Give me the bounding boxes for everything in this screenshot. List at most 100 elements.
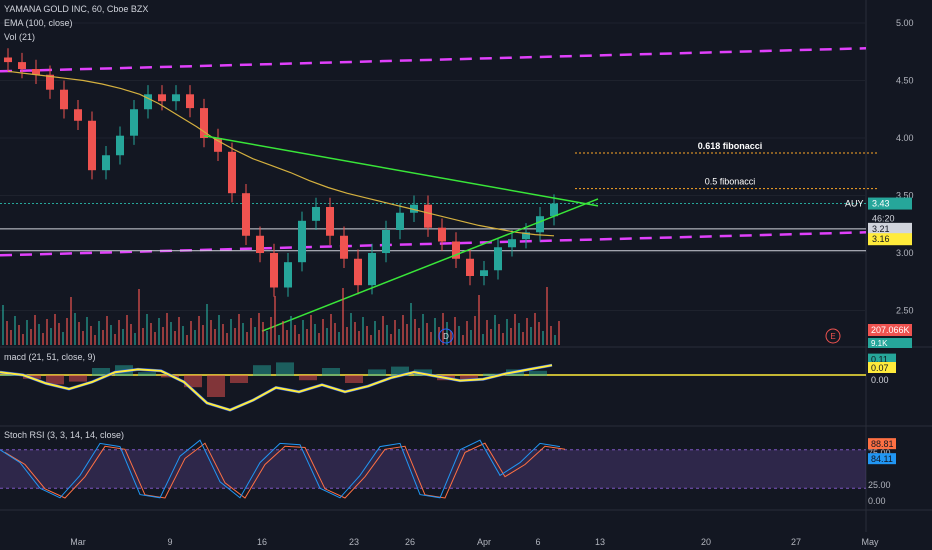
macd-histogram-bar: [299, 375, 317, 381]
volume-bar: [142, 328, 144, 345]
x-tick-label: 20: [701, 537, 711, 547]
price-tag-bg: [868, 233, 912, 246]
candle: [298, 220, 306, 263]
x-tick-label: 9: [167, 537, 172, 547]
x-tick-label: 16: [257, 537, 267, 547]
candle: [256, 235, 264, 253]
volume-bar: [178, 317, 180, 345]
volume-bar: [454, 317, 456, 345]
candle: [18, 62, 26, 69]
stoch-tick-label: 25.00: [868, 480, 891, 490]
candle: [74, 109, 82, 121]
symbol-title: YAMANA GOLD INC, 60, Cboe BZX: [4, 4, 149, 14]
y-tick-label: 5.00: [896, 18, 914, 28]
candle: [88, 120, 96, 171]
volume-bar: [258, 313, 260, 345]
stoch-band: [0, 449, 866, 489]
volume-bar: [102, 330, 104, 345]
volume-bar: [110, 325, 112, 345]
volume-bar: [18, 325, 20, 345]
macd-histogram-bar: [0, 375, 18, 376]
volume-bar: [206, 304, 208, 345]
legend-macd: macd (21, 51, close, 9): [4, 352, 102, 362]
volume-bar: [302, 320, 304, 345]
volume-bar: [150, 323, 152, 345]
candle: [60, 89, 68, 110]
x-tick-label: 6: [535, 537, 540, 547]
legend-vol: Vol (21): [4, 32, 41, 42]
event-marker: [438, 328, 454, 344]
volume-bar: [554, 335, 556, 345]
volume-bar: [246, 332, 248, 345]
volume-bar: [386, 325, 388, 345]
volume-bar: [34, 315, 36, 345]
volume-bar: [130, 324, 132, 345]
volume-bar: [186, 335, 188, 345]
volume-bar: [282, 321, 284, 345]
volume-bar: [126, 315, 128, 345]
volume-bar: [74, 313, 76, 345]
candle: [186, 94, 194, 109]
vol-title: Vol (21): [4, 32, 36, 42]
stoch-tag: 84.11: [871, 454, 893, 464]
x-tick-label: May: [861, 537, 879, 547]
macd-tick-label: 0.11: [871, 355, 888, 365]
volume-bar: [162, 327, 164, 345]
price-tag-bg: [868, 212, 912, 225]
candle: [494, 247, 502, 271]
y-tick-label: 4.50: [896, 76, 914, 86]
macd-tag-bg: [868, 362, 896, 373]
volume-bar: [250, 318, 252, 345]
candle: [46, 74, 54, 90]
volume-bar: [218, 315, 220, 345]
candle: [368, 253, 376, 286]
y-tick-label: 2.50: [896, 306, 914, 316]
volume-bar: [122, 329, 124, 345]
volume-bar: [22, 334, 24, 345]
volume-bar: [486, 320, 488, 345]
volume-bar: [290, 316, 292, 345]
macd-tag-bg: [868, 374, 896, 385]
event-marker-label: E: [830, 332, 835, 341]
macd-histogram-bar: [483, 373, 501, 376]
volume-bar: [362, 317, 364, 345]
volume-bar: [118, 320, 120, 345]
volume-bar: [30, 329, 32, 345]
candle: [144, 94, 152, 110]
candle: [200, 108, 208, 138]
candle: [536, 216, 544, 233]
volume-bar: [170, 322, 172, 345]
volume-bar: [506, 319, 508, 345]
price-tag-value: 3.21: [872, 224, 890, 234]
volume-bar: [50, 328, 52, 345]
volume-bar: [330, 314, 332, 345]
y-tick-label: 3.50: [896, 191, 914, 201]
candle: [214, 138, 222, 152]
volume-bar: [522, 332, 524, 345]
candle: [326, 207, 334, 236]
volume-bar: [434, 318, 436, 345]
macd-tick-label: 0.00: [871, 375, 889, 385]
volume-bar: [146, 314, 148, 345]
volume-bar: [482, 334, 484, 345]
macd-histogram-bar: [460, 375, 478, 381]
volume-bar: [402, 315, 404, 345]
candle: [228, 151, 236, 194]
macd-tick-label: 0.07: [871, 363, 889, 373]
legend-symbol: YAMANA GOLD INC, 60, Cboe BZX: [4, 4, 154, 14]
volume-bar: [62, 332, 64, 345]
volume-bar: [158, 318, 160, 345]
volume-bar: [226, 333, 228, 345]
candle: [116, 135, 124, 156]
stoch-k-line: [0, 439, 561, 499]
volume-bar: [518, 323, 520, 345]
event-marker: [825, 328, 841, 344]
macd-histogram-bar: [345, 375, 363, 383]
volume-bar: [534, 313, 536, 345]
candle: [158, 94, 166, 102]
candle: [242, 193, 250, 236]
volume-bar: [346, 327, 348, 345]
volume-bar: [254, 327, 256, 345]
volume-tag: 9.1K: [871, 339, 888, 348]
